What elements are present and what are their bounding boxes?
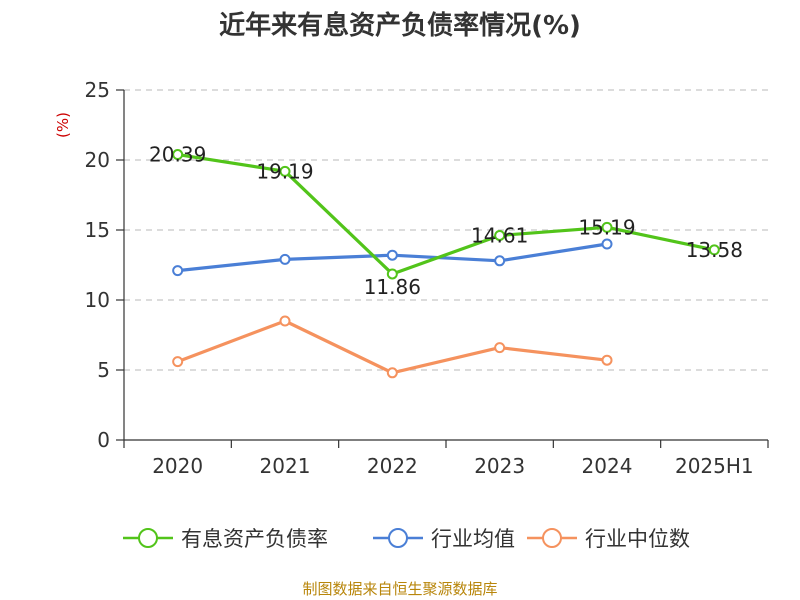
y-tick-label: 10	[85, 288, 110, 312]
series-line	[176, 319, 609, 375]
y-axis-unit: (%)	[54, 112, 72, 138]
data-point	[172, 149, 184, 161]
legend-marker	[542, 528, 562, 548]
x-tick-label: 2025H1	[675, 454, 754, 478]
data-point	[494, 229, 506, 241]
legend-label: 行业中位数	[585, 527, 690, 551]
series	[172, 149, 720, 379]
data-label: 11.86	[364, 275, 421, 299]
data-point	[494, 255, 506, 267]
y-tick-label: 20	[85, 148, 110, 172]
x-tick-label: 2023	[474, 454, 525, 478]
legend-label: 行业均值	[431, 527, 515, 551]
legend: 有息资产负债率 行业均值 行业中位数	[123, 527, 690, 551]
y-tick-label: 0	[97, 428, 110, 452]
data-label: 15.19	[578, 215, 635, 239]
y-tick-label: 25	[85, 78, 110, 102]
y-tick-label: 15	[85, 218, 110, 242]
x-tick-label: 2024	[582, 454, 633, 478]
legend-item: 有息资产负债率	[123, 527, 328, 551]
data-point	[708, 244, 720, 256]
data-label: 14.61	[471, 223, 528, 247]
data-point	[172, 265, 184, 277]
data-point	[386, 268, 398, 280]
data-point	[279, 165, 291, 177]
data-point	[279, 253, 291, 265]
data-point	[601, 238, 613, 250]
source-note: 制图数据来自恒生聚源数据库	[302, 580, 497, 598]
x-tick-label: 2020	[152, 454, 203, 478]
data-point	[279, 315, 291, 327]
data-point	[494, 342, 506, 354]
grid	[124, 89, 768, 371]
legend-label: 有息资产负债率	[181, 527, 328, 551]
data-point	[601, 354, 613, 366]
data-label: 13.58	[686, 238, 743, 262]
chart-title: 近年来有息资产负债率情况(%)	[219, 10, 581, 41]
x-tick-label: 2021	[260, 454, 311, 478]
legend-marker	[138, 528, 158, 548]
x-tick-label: 2022	[367, 454, 418, 478]
data-point	[386, 249, 398, 261]
axes: 0 5 10 15 20 25 2020 2021 2022 2023 2024 2025H1	[85, 78, 769, 478]
legend-item: 行业均值	[373, 527, 515, 551]
series-line	[176, 152, 716, 276]
data-point	[172, 356, 184, 368]
legend-item: 行业中位数	[527, 527, 690, 551]
y-tick-label: 5	[97, 358, 110, 382]
data-point	[386, 367, 398, 379]
data-label: 20.39	[149, 143, 206, 167]
data-point	[601, 221, 613, 233]
legend-marker	[388, 528, 408, 548]
data-labels: 20.39 19.19 11.86 14.61 15.19 13.58	[149, 143, 743, 299]
data-label: 19.19	[256, 159, 313, 183]
